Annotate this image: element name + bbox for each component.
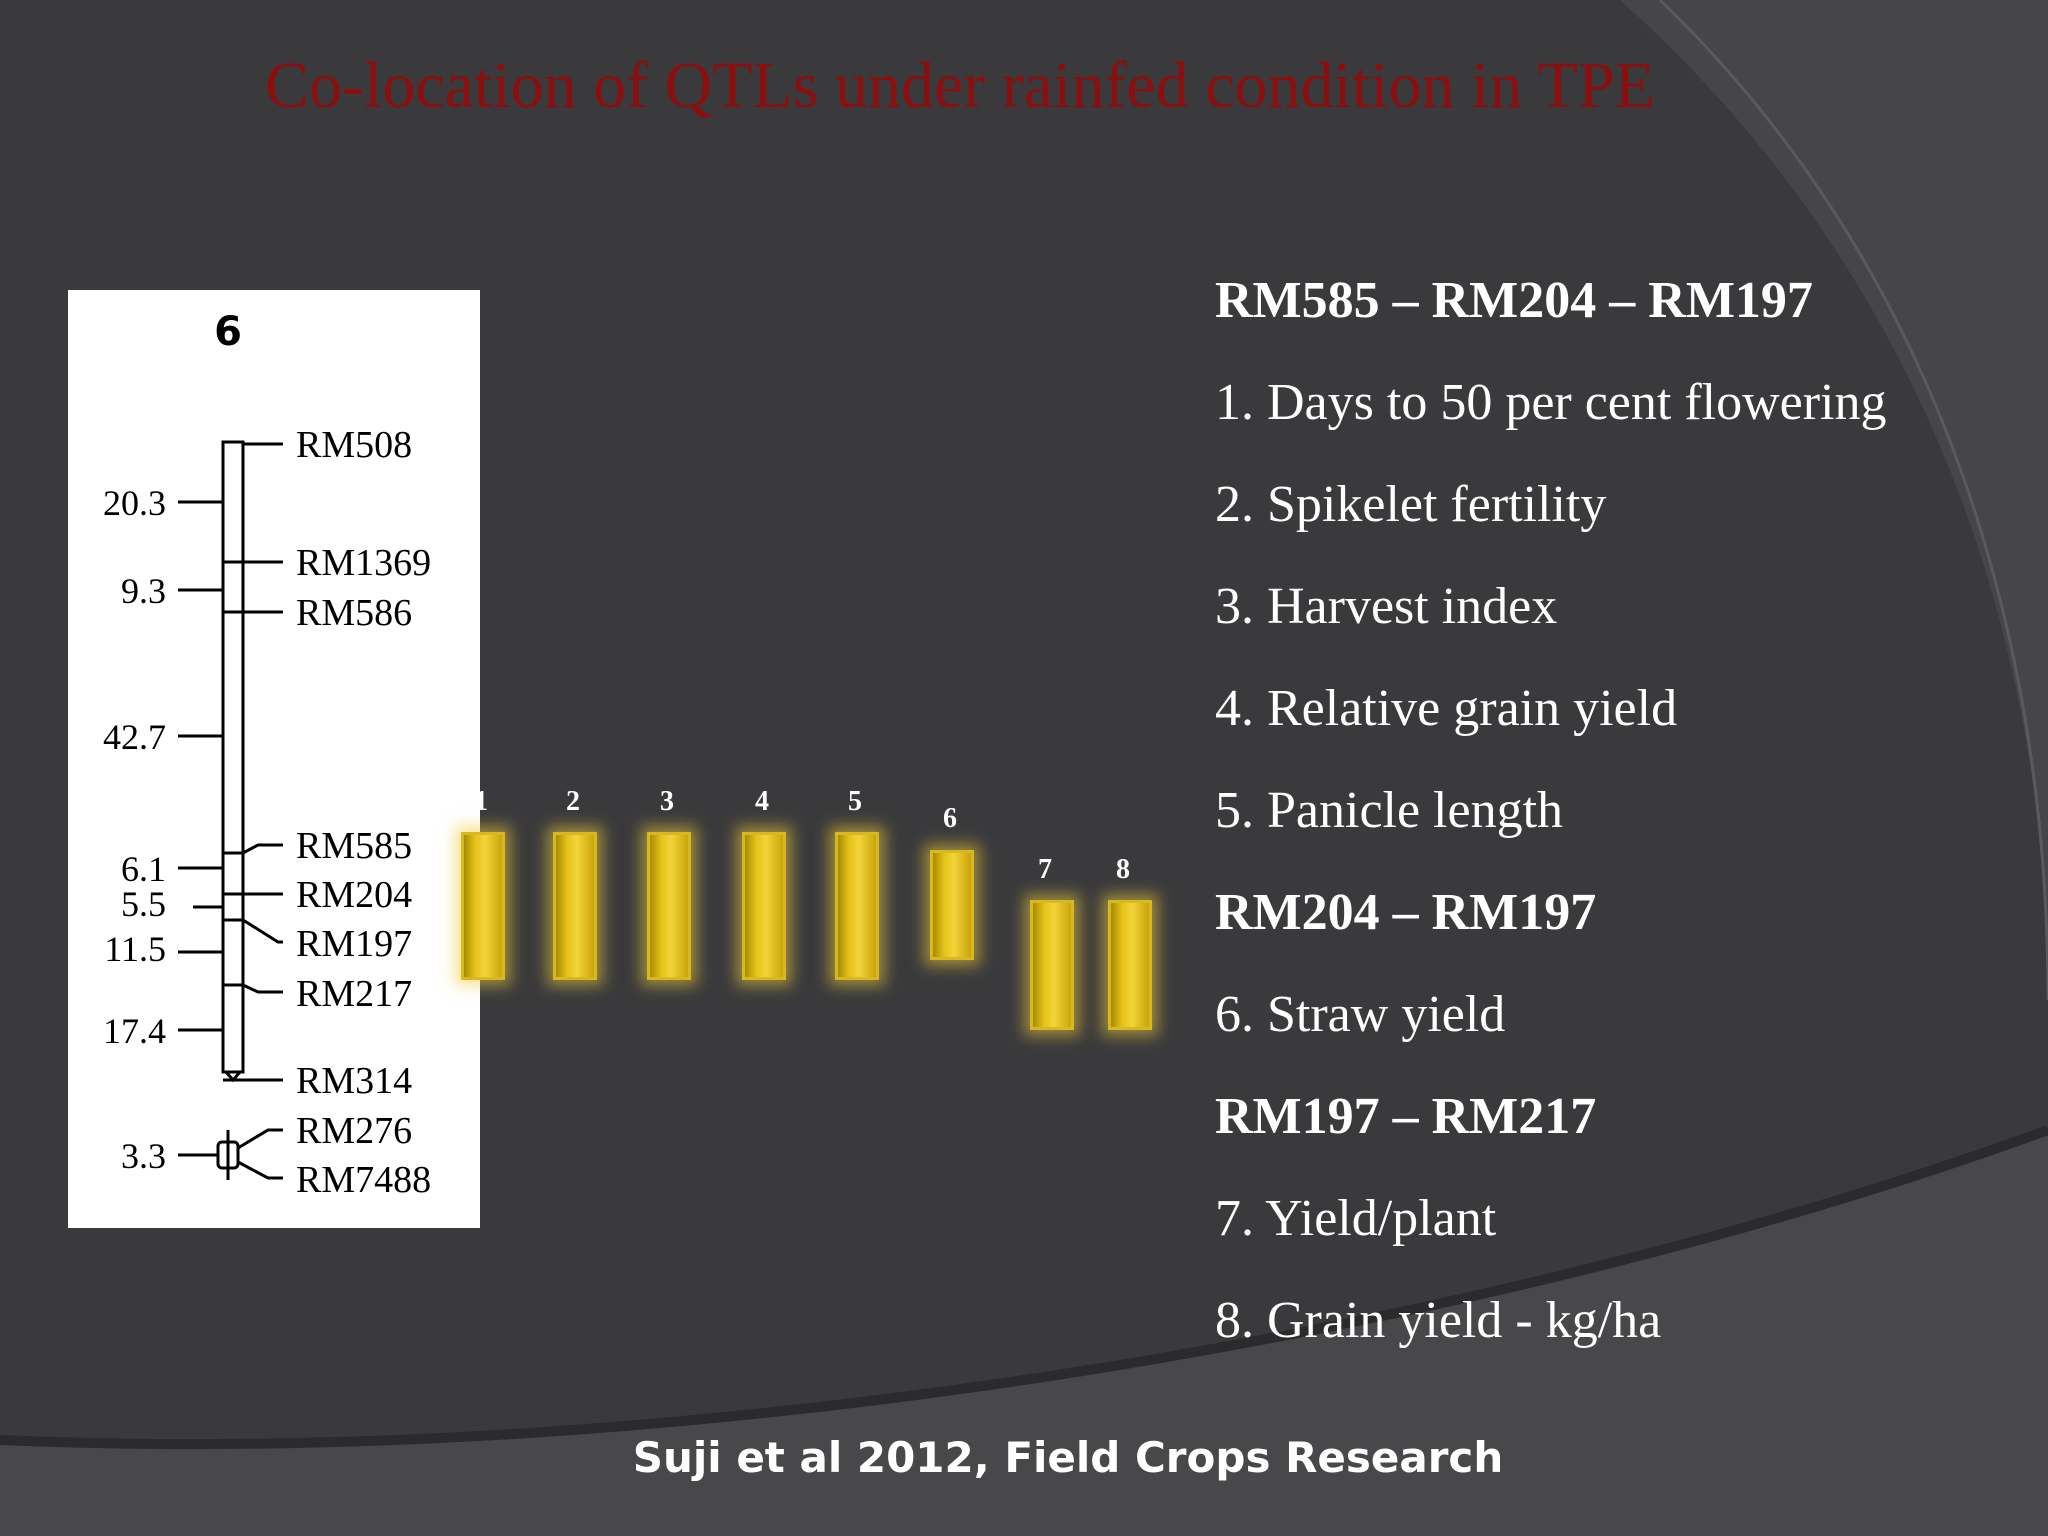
legend-item-2: 2. Spikelet fertility (1215, 476, 1607, 533)
distance-label: 6.1 (121, 849, 166, 889)
distance-label: 9.3 (121, 571, 166, 611)
linkage-map-panel: 6 (68, 290, 480, 1228)
distance-label: 11.5 (104, 929, 166, 969)
distance-label: 20.3 (103, 483, 166, 523)
qtl-bar-4 (742, 832, 786, 980)
slide-title: Co-location of QTLs under rainfed condit… (265, 49, 1655, 122)
marker-label: RM7488 (296, 1159, 431, 1201)
qtl-bar-label-3: 3 (660, 786, 674, 817)
qtl-bar-label-5: 5 (848, 786, 862, 817)
legend-item-3: 3. Harvest index (1215, 578, 1558, 635)
legend-heading-rm197-rm217: RM197 – RM217 (1215, 1088, 1597, 1145)
legend-heading-rm204-rm197: RM204 – RM197 (1215, 884, 1597, 941)
citation: Suji et al 2012, Field Crops Research (632, 1433, 1504, 1482)
qtl-bar-label-2: 2 (566, 786, 580, 817)
qtl-bar-label-4: 4 (755, 786, 769, 817)
qtl-bar-8 (1108, 900, 1152, 1030)
marker-label: RM197 (296, 923, 412, 965)
legend-item-8: 8. Grain yield - kg/ha (1215, 1292, 1662, 1349)
distance-label: 42.7 (103, 717, 166, 757)
legend-item-4: 4. Relative grain yield (1215, 680, 1678, 737)
marker-label: RM508 (296, 424, 412, 466)
chromosome-bar (221, 440, 245, 1074)
legend-item-1: 1. Days to 50 per cent flowering (1215, 374, 1887, 431)
marker-label: RM217 (296, 973, 412, 1015)
qtl-bar-2 (553, 832, 597, 980)
qtl-bar-label-6: 6 (943, 803, 957, 834)
qtl-bar-6 (930, 850, 974, 960)
trait-legend: RM585 – RM204 – RM197 1. Days to 50 per … (1215, 250, 2045, 1372)
qtl-bar-7 (1030, 900, 1074, 1030)
qtl-bar-label-7: 7 (1038, 854, 1052, 885)
chromosome-number: 6 (214, 309, 242, 355)
legend-item-7: 7. Yield/plant (1215, 1190, 1497, 1247)
distance-label: 3.3 (121, 1136, 166, 1176)
marker-label: RM204 (296, 874, 412, 916)
marker-label: RM586 (296, 592, 412, 634)
marker-label: RM314 (296, 1060, 412, 1102)
legend-item-5: 5. Panicle length (1215, 782, 1564, 839)
qtl-bar-label-8: 8 (1116, 854, 1130, 885)
marker-label: RM276 (296, 1110, 412, 1152)
qtl-bar-label-1: 1 (474, 786, 488, 817)
qtl-bar-1 (461, 832, 505, 980)
marker-label: RM1369 (296, 542, 431, 584)
distance-label: 17.4 (103, 1011, 166, 1051)
marker-label: RM585 (296, 825, 412, 867)
qtl-bar-5 (835, 832, 879, 980)
qtl-bar-3 (647, 832, 691, 980)
legend-heading-rm585-rm204-rm197: RM585 – RM204 – RM197 (1215, 272, 1813, 329)
distance-label: 5.5 (121, 884, 166, 924)
linkage-map: 6 (103, 309, 431, 1201)
legend-item-6: 6. Straw yield (1215, 986, 1506, 1043)
